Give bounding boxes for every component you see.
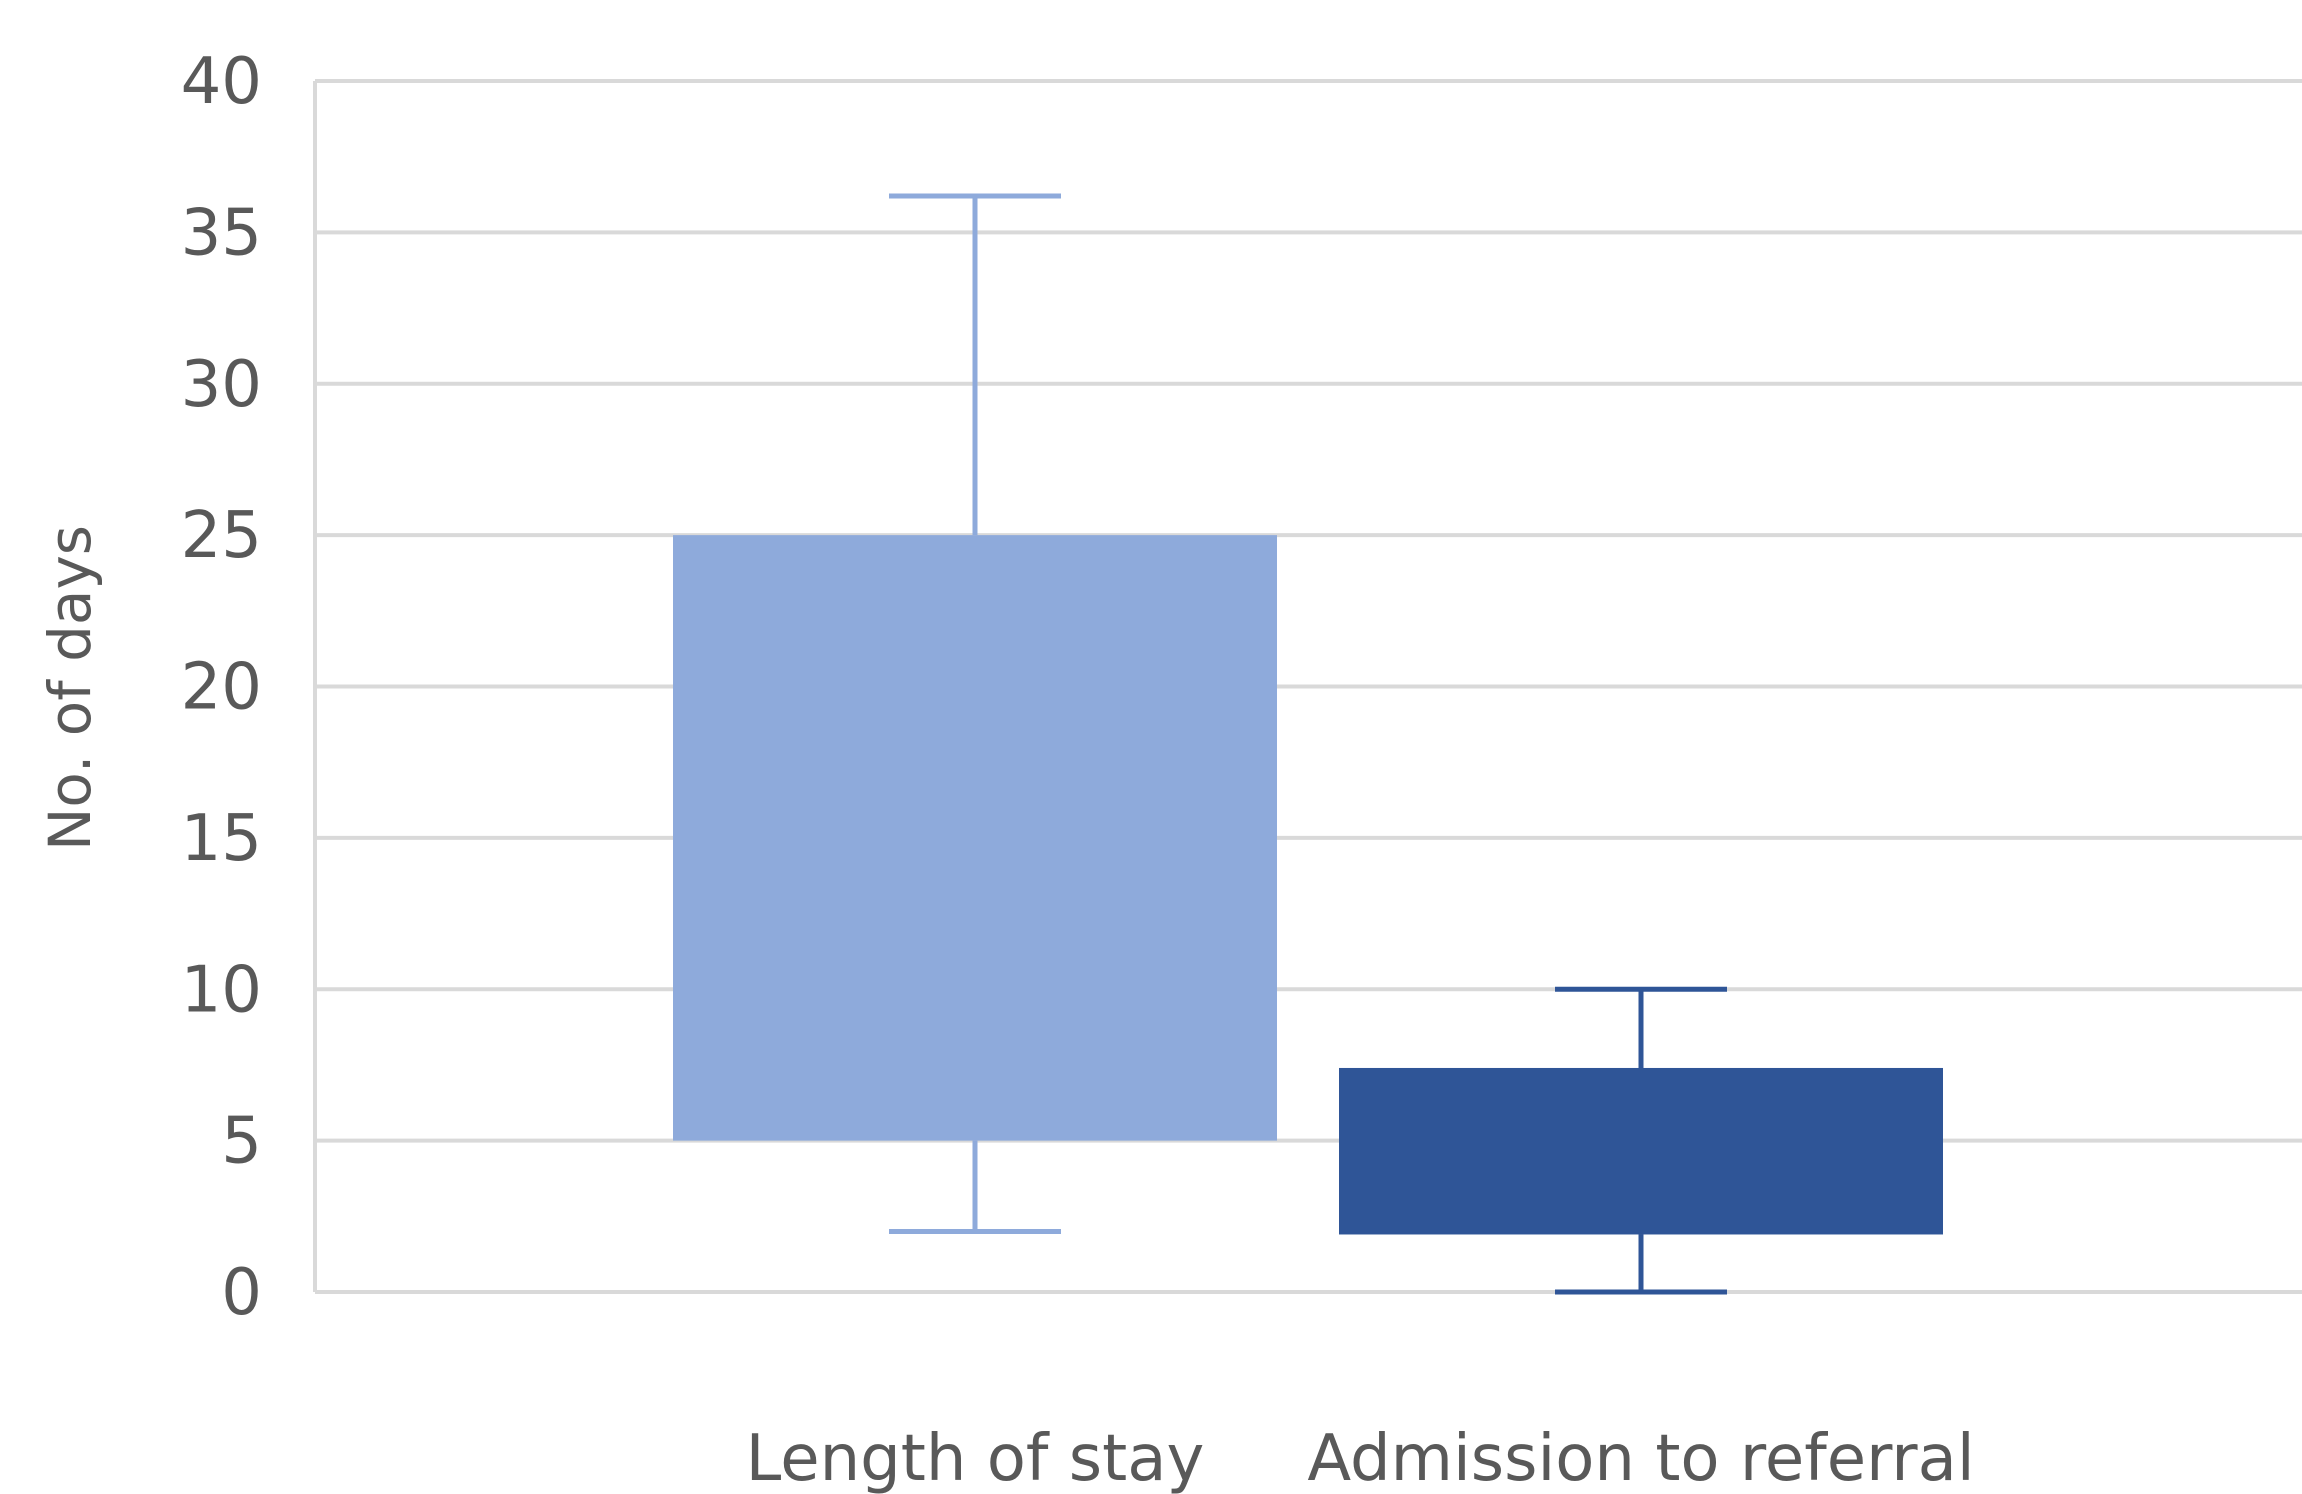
y-tick-label-40: 40 (181, 45, 262, 119)
y-tick-label-25: 25 (181, 499, 262, 573)
box-body (1339, 1067, 1943, 1235)
category-label-length-of-stay: Length of stay (746, 1422, 1205, 1494)
gridlines (313, 79, 2302, 1294)
y-tick-label-30: 30 (181, 348, 262, 422)
y-tick-label-20: 20 (181, 651, 262, 725)
box-length-of-stay (673, 193, 1277, 1234)
x-axis-category-labels: Length of stay Admission to referral (746, 1422, 1975, 1494)
y-tick-label-35: 35 (181, 196, 262, 270)
y-tick-label-15: 15 (181, 802, 262, 876)
box-body (673, 535, 1277, 1141)
box-admission-to-referral (1339, 986, 1943, 1295)
y-axis-title: No. of days (36, 525, 104, 851)
y-tick-label-5: 5 (221, 1105, 262, 1179)
y-axis-tick-labels: 0 5 10 15 20 25 30 35 40 (181, 45, 262, 1330)
category-label-admission-to-referral: Admission to referral (1307, 1422, 1974, 1494)
box-series (673, 193, 1943, 1295)
y-tick-label-10: 10 (181, 953, 262, 1027)
y-tick-label-0: 0 (221, 1256, 262, 1330)
